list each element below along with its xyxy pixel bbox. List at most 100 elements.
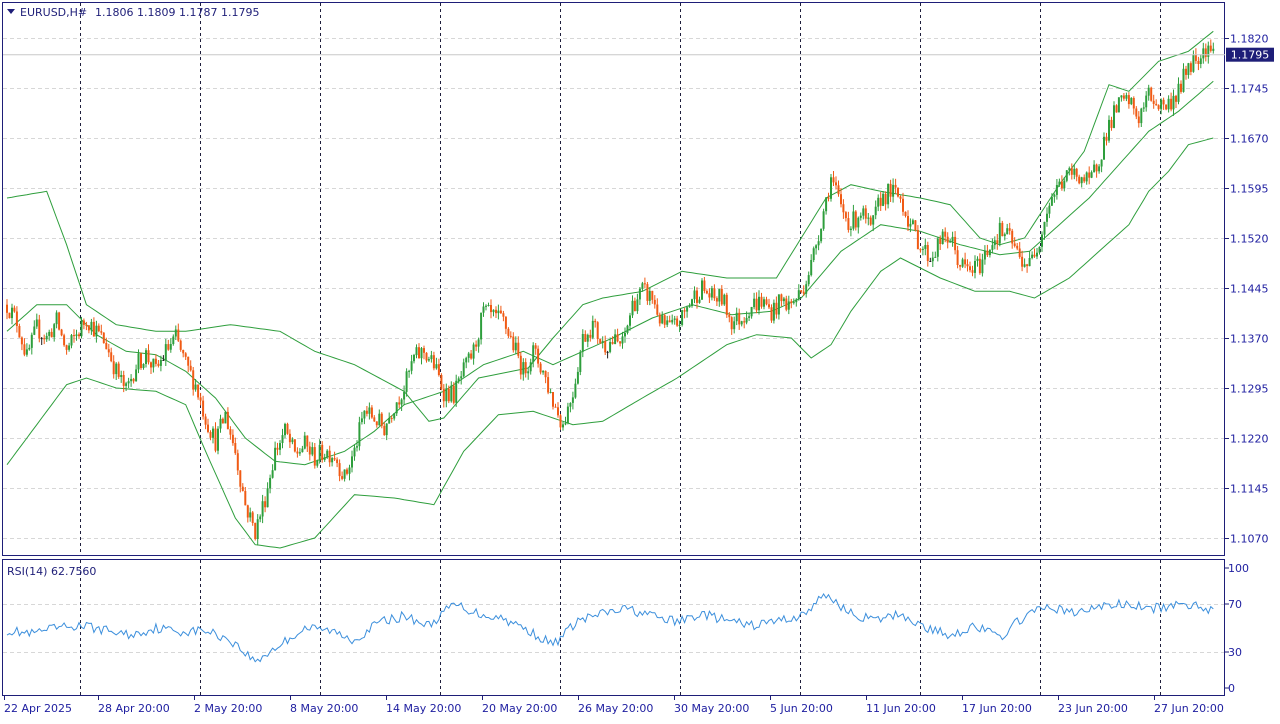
candle bbox=[527, 368, 530, 380]
candle bbox=[770, 304, 773, 323]
candle bbox=[629, 312, 631, 331]
price-tick-label: 1.1445 bbox=[1230, 283, 1269, 296]
candle bbox=[132, 377, 135, 384]
price-tick-label: 1.1145 bbox=[1230, 483, 1269, 496]
time-tick-label: 14 May 20:00 bbox=[386, 702, 461, 715]
candle bbox=[646, 282, 649, 305]
candle bbox=[271, 464, 274, 479]
price-tick-label: 1.1670 bbox=[1230, 133, 1269, 146]
candle bbox=[43, 334, 46, 345]
candle bbox=[859, 212, 862, 221]
candle bbox=[403, 385, 406, 406]
candle bbox=[974, 255, 976, 279]
candle bbox=[410, 354, 413, 375]
time-tick-label: 22 Apr 2025 bbox=[4, 702, 72, 715]
candle bbox=[1117, 97, 1120, 113]
candle bbox=[370, 405, 373, 419]
candle bbox=[209, 430, 212, 441]
candle bbox=[154, 354, 157, 367]
candle bbox=[509, 331, 512, 339]
candle bbox=[194, 379, 197, 392]
candle bbox=[1130, 97, 1133, 106]
candle bbox=[663, 313, 666, 328]
candle bbox=[889, 179, 892, 202]
time-tick-label: 20 May 20:00 bbox=[482, 702, 557, 715]
current-price-label: 1.1795 bbox=[1231, 49, 1270, 62]
candle bbox=[643, 277, 646, 289]
candle bbox=[1058, 178, 1061, 187]
candle bbox=[266, 482, 269, 508]
candle bbox=[333, 451, 336, 461]
candle bbox=[581, 329, 584, 358]
candle bbox=[763, 296, 765, 310]
candle bbox=[601, 336, 604, 349]
candle bbox=[864, 205, 867, 224]
candle bbox=[869, 215, 872, 226]
candle bbox=[701, 278, 703, 300]
candle bbox=[681, 309, 684, 327]
candle bbox=[50, 328, 53, 338]
candle bbox=[105, 337, 108, 350]
candle bbox=[390, 415, 393, 423]
candle bbox=[1073, 164, 1076, 180]
candle bbox=[696, 287, 698, 309]
candle bbox=[11, 303, 13, 325]
candle bbox=[135, 364, 138, 382]
candle bbox=[217, 426, 219, 455]
candle bbox=[388, 412, 391, 424]
candle bbox=[1142, 102, 1145, 112]
candle bbox=[450, 381, 453, 403]
rsi-panel bbox=[6, 593, 1214, 663]
candle bbox=[542, 370, 545, 375]
candle bbox=[102, 332, 105, 344]
candle bbox=[179, 339, 182, 352]
candle bbox=[559, 414, 562, 430]
candle bbox=[936, 236, 939, 262]
candle bbox=[547, 372, 550, 395]
candle bbox=[28, 344, 31, 351]
candle bbox=[1197, 56, 1200, 71]
candle bbox=[1023, 258, 1026, 268]
candle bbox=[941, 229, 944, 245]
candle bbox=[760, 292, 763, 309]
symbol-header[interactable]: EURUSD,H# 1.1806 1.1809 1.1787 1.1795 bbox=[7, 6, 259, 19]
candle bbox=[785, 295, 788, 312]
candle bbox=[53, 323, 56, 342]
candle bbox=[944, 227, 947, 243]
candle bbox=[884, 191, 887, 211]
candle bbox=[882, 191, 885, 207]
candle bbox=[678, 320, 681, 333]
candle bbox=[765, 296, 768, 306]
candle bbox=[939, 235, 942, 250]
time-tick-label: 5 Jun 20:00 bbox=[770, 702, 833, 715]
candle bbox=[1063, 177, 1066, 192]
candle bbox=[1185, 65, 1187, 80]
candle bbox=[1135, 106, 1138, 120]
candle bbox=[254, 522, 257, 541]
candle bbox=[447, 385, 450, 404]
candle bbox=[609, 337, 612, 354]
candlesticks bbox=[6, 39, 1215, 546]
candle bbox=[1115, 104, 1118, 113]
candle bbox=[854, 210, 857, 231]
candle bbox=[308, 441, 311, 461]
candle bbox=[1093, 160, 1096, 173]
candle bbox=[197, 384, 200, 400]
candle bbox=[1078, 174, 1081, 185]
candle bbox=[470, 350, 473, 360]
rsi-tick-label: 30 bbox=[1228, 646, 1242, 659]
candle bbox=[586, 333, 589, 348]
candle bbox=[348, 464, 351, 481]
candle bbox=[519, 351, 522, 380]
triangle-down-icon[interactable] bbox=[7, 9, 15, 14]
candle bbox=[1209, 39, 1212, 53]
candle bbox=[934, 251, 937, 258]
candle bbox=[115, 362, 118, 380]
candle bbox=[23, 338, 26, 357]
candle bbox=[462, 358, 465, 378]
candle bbox=[713, 284, 716, 301]
candle bbox=[949, 238, 952, 243]
candle bbox=[311, 442, 314, 457]
candle bbox=[492, 309, 495, 317]
candle bbox=[916, 225, 919, 250]
